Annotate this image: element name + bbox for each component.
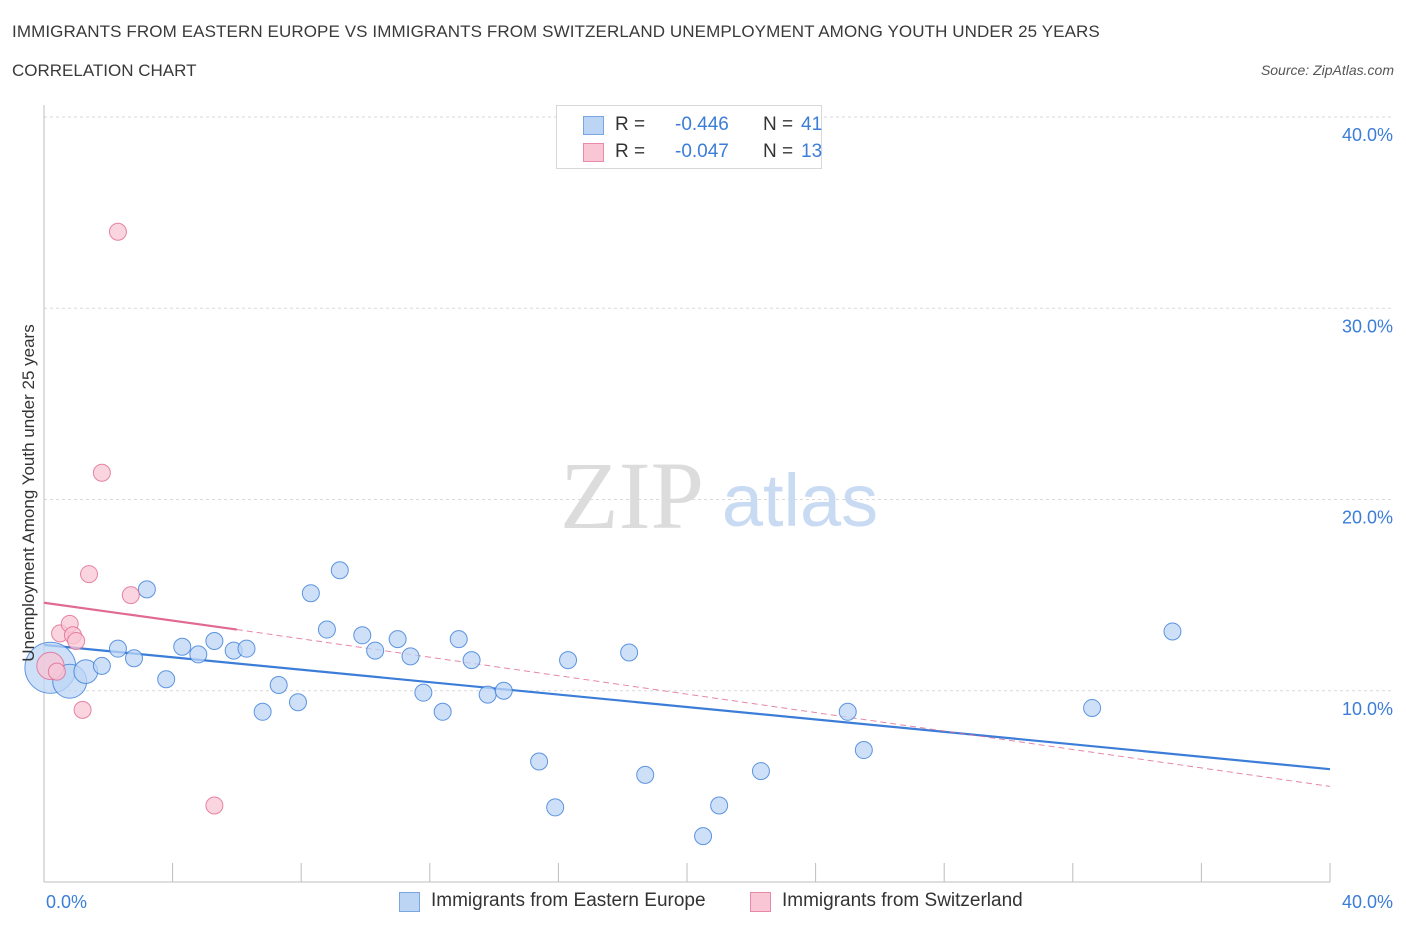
y-tick-label: 40.0% xyxy=(1342,125,1393,145)
trend-line-extension-1 xyxy=(236,629,1331,787)
watermark-zip: ZIP xyxy=(560,442,704,549)
point-eastern-europe xyxy=(301,584,320,603)
y-tick-label: 10.0% xyxy=(1342,699,1393,719)
point-eastern-europe xyxy=(401,647,420,666)
x-tick-label: 0.0% xyxy=(46,892,87,912)
point-switzerland xyxy=(92,463,111,482)
legend-r-label: R = xyxy=(615,114,646,135)
source-note: Source: ZipAtlas.com xyxy=(1260,62,1394,78)
point-eastern-europe xyxy=(388,630,407,649)
point-eastern-europe xyxy=(710,796,729,815)
point-eastern-europe xyxy=(189,645,208,664)
point-eastern-europe xyxy=(854,741,873,760)
point-switzerland xyxy=(121,586,140,605)
point-eastern-europe xyxy=(205,632,224,651)
point-switzerland xyxy=(80,565,99,584)
point-switzerland xyxy=(73,700,92,719)
axes xyxy=(43,105,1331,883)
point-eastern-europe xyxy=(157,670,176,689)
point-eastern-europe xyxy=(269,676,288,695)
chart-subtitle: CORRELATION CHART xyxy=(12,61,197,80)
grid-lines xyxy=(44,116,1394,692)
point-switzerland xyxy=(108,222,127,241)
correlation-legend: R = -0.446 N = 41 R = -0.047 N = 13 xyxy=(556,105,822,169)
point-eastern-europe xyxy=(620,643,639,662)
point-eastern-europe xyxy=(92,656,111,675)
legend-n-value: 41 xyxy=(801,114,823,135)
chart-title: IMMIGRANTS FROM EASTERN EUROPE VS IMMIGR… xyxy=(12,22,1100,41)
series-swatch-pink xyxy=(750,892,771,912)
point-eastern-europe xyxy=(530,752,549,771)
y-axis-title: Unemployment Among Youth under 25 years xyxy=(19,324,38,661)
point-eastern-europe xyxy=(173,637,192,656)
series-swatch-blue xyxy=(399,892,420,912)
point-eastern-europe xyxy=(636,765,655,784)
legend-r-label: R = xyxy=(615,141,646,162)
legend-r-value: -0.047 xyxy=(675,141,729,162)
trend-line-0 xyxy=(43,643,1331,771)
point-switzerland xyxy=(67,632,86,651)
legend-swatch-pink xyxy=(583,143,604,162)
point-eastern-europe xyxy=(414,683,433,702)
point-eastern-europe xyxy=(253,702,272,721)
point-eastern-europe xyxy=(366,641,385,660)
point-eastern-europe xyxy=(288,693,307,712)
watermark-atlas: atlas xyxy=(722,459,878,542)
point-eastern-europe xyxy=(237,639,256,658)
point-switzerland xyxy=(205,796,224,815)
legend-n-label: N = xyxy=(763,114,794,135)
point-eastern-europe xyxy=(137,580,156,599)
point-eastern-europe xyxy=(330,561,349,580)
legend-n-label: N = xyxy=(763,141,794,162)
point-eastern-europe xyxy=(1083,698,1102,717)
point-eastern-europe xyxy=(449,630,468,649)
point-eastern-europe xyxy=(108,639,127,658)
y-tick-label: 20.0% xyxy=(1342,508,1393,528)
legend-swatch-blue xyxy=(583,116,604,135)
series-label: Immigrants from Switzerland xyxy=(782,890,1023,911)
x-tick-label: 40.0% xyxy=(1342,892,1393,912)
point-switzerland xyxy=(47,662,66,681)
watermark: ZIP atlas xyxy=(560,442,878,549)
point-eastern-europe xyxy=(317,620,336,639)
legend-r-value: -0.446 xyxy=(675,114,729,135)
trend-line-1 xyxy=(43,601,238,631)
series-label: Immigrants from Eastern Europe xyxy=(431,890,706,911)
point-eastern-europe xyxy=(546,798,565,817)
point-eastern-europe xyxy=(462,651,481,670)
data-points xyxy=(24,222,1182,846)
point-eastern-europe xyxy=(1163,622,1182,641)
point-eastern-europe xyxy=(494,681,513,700)
trend-lines xyxy=(43,601,1331,787)
point-eastern-europe xyxy=(838,702,857,721)
point-eastern-europe xyxy=(353,626,372,645)
point-eastern-europe xyxy=(694,827,713,846)
point-eastern-europe xyxy=(478,685,497,704)
tick-labels: 10.0% 20.0% 30.0% 40.0% 0.0% 40.0% xyxy=(46,125,1393,912)
y-tick-label: 30.0% xyxy=(1342,316,1393,336)
point-eastern-europe xyxy=(751,762,770,781)
point-eastern-europe xyxy=(125,649,144,668)
legend-n-value: 13 xyxy=(801,141,823,162)
point-eastern-europe xyxy=(559,651,578,670)
point-eastern-europe xyxy=(433,702,452,721)
